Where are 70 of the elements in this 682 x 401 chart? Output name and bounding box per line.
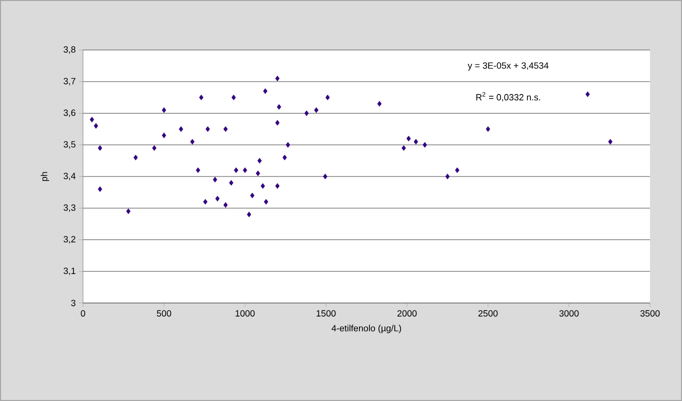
point — [212, 176, 218, 182]
point — [134, 154, 138, 160]
point — [90, 116, 94, 122]
point — [402, 145, 406, 151]
y-axis-title: ph — [40, 172, 50, 181]
y-tick-label: 3,7 — [64, 78, 76, 86]
point — [276, 104, 282, 110]
point — [406, 136, 411, 142]
point — [126, 208, 131, 214]
y-tick-label: 3 — [71, 300, 76, 306]
point — [94, 123, 98, 129]
point — [223, 202, 228, 208]
point — [229, 180, 234, 186]
y-tick-label: 3,2 — [64, 236, 76, 244]
point — [98, 186, 102, 192]
y-tick-label: 3,4 — [64, 172, 76, 180]
point — [260, 183, 265, 189]
x-tick-label: 1500 — [316, 310, 336, 317]
point — [275, 76, 280, 82]
x-tick-label: 2000 — [397, 310, 417, 317]
point — [422, 142, 427, 148]
point — [377, 100, 382, 107]
point — [256, 170, 260, 176]
x-tick-label: 3000 — [559, 310, 579, 317]
point — [203, 199, 208, 205]
point — [314, 107, 318, 113]
x-tick-label: 0 — [80, 310, 86, 317]
point — [152, 145, 156, 151]
point — [325, 94, 330, 100]
point — [242, 167, 248, 173]
x-tick-label: 2500 — [478, 310, 498, 317]
point — [257, 158, 262, 164]
x-tick-label: 1000 — [236, 310, 255, 317]
point — [246, 212, 252, 218]
point — [275, 183, 280, 189]
point — [250, 192, 254, 198]
point — [455, 167, 460, 173]
point — [162, 132, 166, 138]
point — [234, 167, 238, 173]
point — [199, 94, 204, 100]
y-tick-label: 3,5 — [64, 141, 76, 149]
point — [323, 174, 328, 180]
point — [414, 138, 418, 145]
point — [215, 196, 220, 202]
y-tick-label: 3,1 — [64, 268, 76, 276]
point — [264, 199, 268, 205]
point — [178, 126, 184, 132]
point — [275, 120, 280, 126]
y-tick-label: 3,3 — [64, 204, 76, 212]
point — [162, 107, 166, 113]
point — [286, 142, 290, 148]
point — [486, 126, 490, 132]
x-tick-label: 3500 — [640, 310, 660, 317]
y-tick-label: 3,8 — [64, 46, 76, 54]
point — [206, 126, 210, 132]
x-axis-title: 4-etilfenolo (µg/L) — [332, 324, 402, 334]
point — [282, 154, 287, 160]
point — [445, 174, 450, 180]
point — [585, 91, 590, 98]
point — [190, 138, 195, 145]
point — [223, 126, 228, 132]
point — [304, 110, 309, 116]
point — [232, 94, 236, 100]
point — [263, 88, 268, 94]
point — [98, 145, 102, 151]
y-tick-label: 3,6 — [64, 110, 76, 117]
point — [196, 167, 200, 173]
x-tick-label: 500 — [156, 310, 172, 317]
annotation: R$^{2}$ = 0,0332 n.s. — [476, 92, 540, 102]
annotation: y = 3E-05x + 3,4534 — [468, 62, 549, 71]
